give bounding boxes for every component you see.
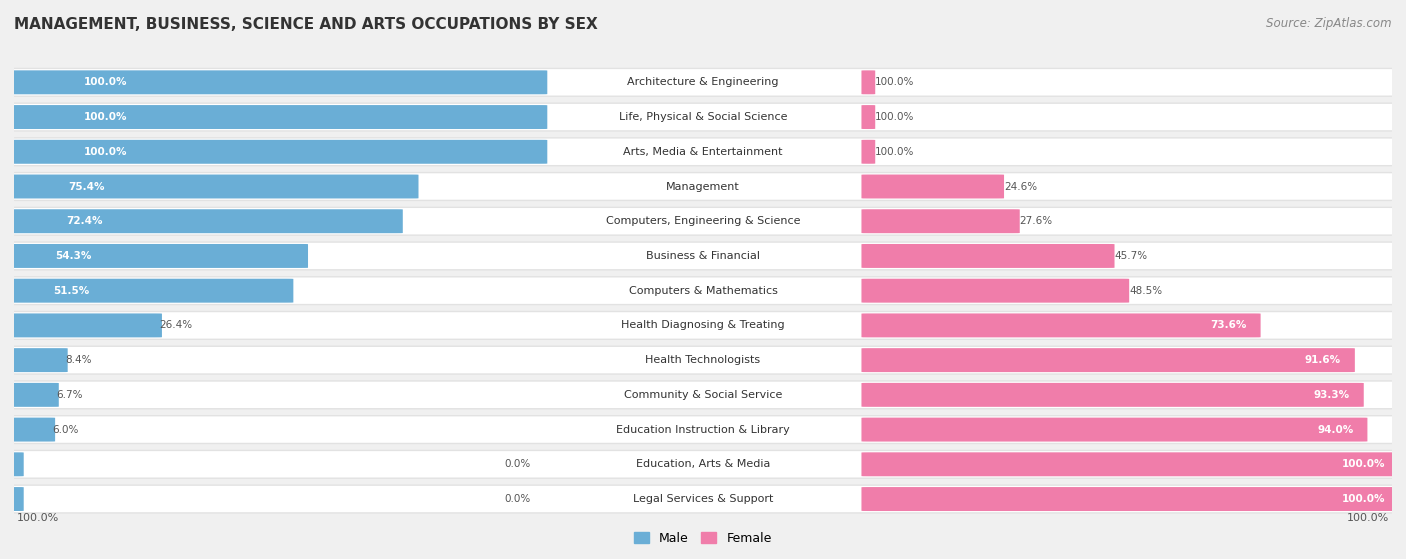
Text: Life, Physical & Social Science: Life, Physical & Social Science — [619, 112, 787, 122]
Text: Source: ZipAtlas.com: Source: ZipAtlas.com — [1267, 17, 1392, 30]
Text: Education, Arts & Media: Education, Arts & Media — [636, 459, 770, 470]
FancyBboxPatch shape — [862, 244, 1115, 268]
Text: 93.3%: 93.3% — [1313, 390, 1350, 400]
Text: Education Instruction & Library: Education Instruction & Library — [616, 425, 790, 434]
Text: Legal Services & Support: Legal Services & Support — [633, 494, 773, 504]
FancyBboxPatch shape — [10, 70, 547, 94]
Text: 51.5%: 51.5% — [53, 286, 90, 296]
FancyBboxPatch shape — [3, 207, 1403, 235]
Text: 100.0%: 100.0% — [875, 77, 915, 87]
Text: 94.0%: 94.0% — [1317, 425, 1354, 434]
FancyBboxPatch shape — [862, 105, 875, 129]
FancyBboxPatch shape — [10, 105, 547, 129]
Text: 27.6%: 27.6% — [1019, 216, 1053, 226]
Text: 100.0%: 100.0% — [84, 77, 128, 87]
FancyBboxPatch shape — [862, 209, 1019, 233]
Text: 54.3%: 54.3% — [55, 251, 91, 261]
FancyBboxPatch shape — [3, 451, 1403, 478]
Text: 100.0%: 100.0% — [875, 147, 915, 157]
FancyBboxPatch shape — [3, 381, 1403, 409]
Text: Arts, Media & Entertainment: Arts, Media & Entertainment — [623, 147, 783, 157]
Text: Computers & Mathematics: Computers & Mathematics — [628, 286, 778, 296]
Text: 24.6%: 24.6% — [1004, 182, 1038, 192]
FancyBboxPatch shape — [3, 138, 1403, 165]
FancyBboxPatch shape — [10, 348, 67, 372]
FancyBboxPatch shape — [3, 173, 1403, 200]
Text: 100.0%: 100.0% — [1341, 459, 1385, 470]
Text: Health Diagnosing & Treating: Health Diagnosing & Treating — [621, 320, 785, 330]
FancyBboxPatch shape — [3, 103, 1403, 131]
FancyBboxPatch shape — [862, 452, 1399, 476]
FancyBboxPatch shape — [3, 277, 1403, 305]
Text: 75.4%: 75.4% — [69, 182, 105, 192]
FancyBboxPatch shape — [3, 311, 1403, 339]
FancyBboxPatch shape — [10, 174, 419, 198]
Text: Health Technologists: Health Technologists — [645, 355, 761, 365]
FancyBboxPatch shape — [10, 452, 24, 476]
Text: 91.6%: 91.6% — [1305, 355, 1341, 365]
FancyBboxPatch shape — [3, 485, 1403, 513]
FancyBboxPatch shape — [3, 416, 1403, 443]
Text: 0.0%: 0.0% — [505, 494, 531, 504]
Text: MANAGEMENT, BUSINESS, SCIENCE AND ARTS OCCUPATIONS BY SEX: MANAGEMENT, BUSINESS, SCIENCE AND ARTS O… — [14, 17, 598, 32]
FancyBboxPatch shape — [3, 346, 1403, 374]
Text: 8.4%: 8.4% — [65, 355, 91, 365]
FancyBboxPatch shape — [862, 487, 1399, 511]
FancyBboxPatch shape — [10, 383, 59, 407]
Text: 100.0%: 100.0% — [875, 112, 915, 122]
FancyBboxPatch shape — [862, 174, 1004, 198]
Text: 100.0%: 100.0% — [17, 513, 59, 523]
Text: 45.7%: 45.7% — [1115, 251, 1147, 261]
Text: Community & Social Service: Community & Social Service — [624, 390, 782, 400]
FancyBboxPatch shape — [10, 314, 162, 338]
Legend: Male, Female: Male, Female — [630, 527, 776, 550]
FancyBboxPatch shape — [862, 418, 1368, 442]
FancyBboxPatch shape — [3, 242, 1403, 270]
FancyBboxPatch shape — [862, 279, 1129, 302]
Text: Management: Management — [666, 182, 740, 192]
Text: 26.4%: 26.4% — [159, 320, 193, 330]
Text: 72.4%: 72.4% — [66, 216, 103, 226]
FancyBboxPatch shape — [862, 70, 875, 94]
FancyBboxPatch shape — [3, 68, 1403, 96]
Text: 48.5%: 48.5% — [1129, 286, 1163, 296]
FancyBboxPatch shape — [10, 487, 24, 511]
FancyBboxPatch shape — [10, 244, 308, 268]
Text: 6.0%: 6.0% — [52, 425, 79, 434]
Text: 100.0%: 100.0% — [84, 147, 128, 157]
Text: 6.7%: 6.7% — [56, 390, 83, 400]
Text: 0.0%: 0.0% — [505, 459, 531, 470]
Text: 100.0%: 100.0% — [84, 112, 128, 122]
FancyBboxPatch shape — [10, 418, 55, 442]
Text: Business & Financial: Business & Financial — [645, 251, 761, 261]
Text: 100.0%: 100.0% — [1341, 494, 1385, 504]
FancyBboxPatch shape — [10, 140, 547, 164]
Text: Computers, Engineering & Science: Computers, Engineering & Science — [606, 216, 800, 226]
FancyBboxPatch shape — [862, 140, 875, 164]
FancyBboxPatch shape — [10, 279, 294, 302]
Text: 100.0%: 100.0% — [1347, 513, 1389, 523]
FancyBboxPatch shape — [862, 314, 1261, 338]
FancyBboxPatch shape — [862, 383, 1364, 407]
FancyBboxPatch shape — [10, 209, 402, 233]
FancyBboxPatch shape — [862, 348, 1355, 372]
Text: 73.6%: 73.6% — [1211, 320, 1247, 330]
Text: Architecture & Engineering: Architecture & Engineering — [627, 77, 779, 87]
